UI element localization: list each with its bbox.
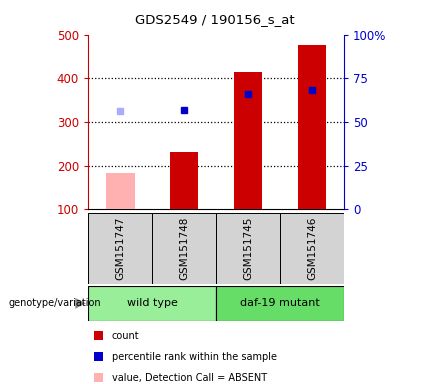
Bar xyxy=(233,72,262,209)
Bar xyxy=(170,152,199,209)
Bar xyxy=(88,286,216,321)
Text: GDS2549 / 190156_s_at: GDS2549 / 190156_s_at xyxy=(135,13,295,26)
Text: wild type: wild type xyxy=(127,298,178,308)
Text: GSM151745: GSM151745 xyxy=(243,217,253,280)
Polygon shape xyxy=(75,298,86,309)
Text: genotype/variation: genotype/variation xyxy=(9,298,101,308)
Text: percentile rank within the sample: percentile rank within the sample xyxy=(112,352,277,362)
Bar xyxy=(94,352,103,361)
Text: value, Detection Call = ABSENT: value, Detection Call = ABSENT xyxy=(112,373,267,383)
Text: GSM151746: GSM151746 xyxy=(307,217,317,280)
Bar xyxy=(216,286,344,321)
Bar xyxy=(94,331,103,339)
Bar xyxy=(298,45,326,209)
Bar xyxy=(152,213,216,284)
Bar xyxy=(106,173,135,209)
Bar xyxy=(88,213,152,284)
Text: GSM151748: GSM151748 xyxy=(179,217,189,280)
Bar xyxy=(94,373,103,382)
Bar xyxy=(216,213,280,284)
Bar xyxy=(280,213,344,284)
Text: GSM151747: GSM151747 xyxy=(115,217,125,280)
Text: daf-19 mutant: daf-19 mutant xyxy=(240,298,320,308)
Text: count: count xyxy=(112,331,139,341)
